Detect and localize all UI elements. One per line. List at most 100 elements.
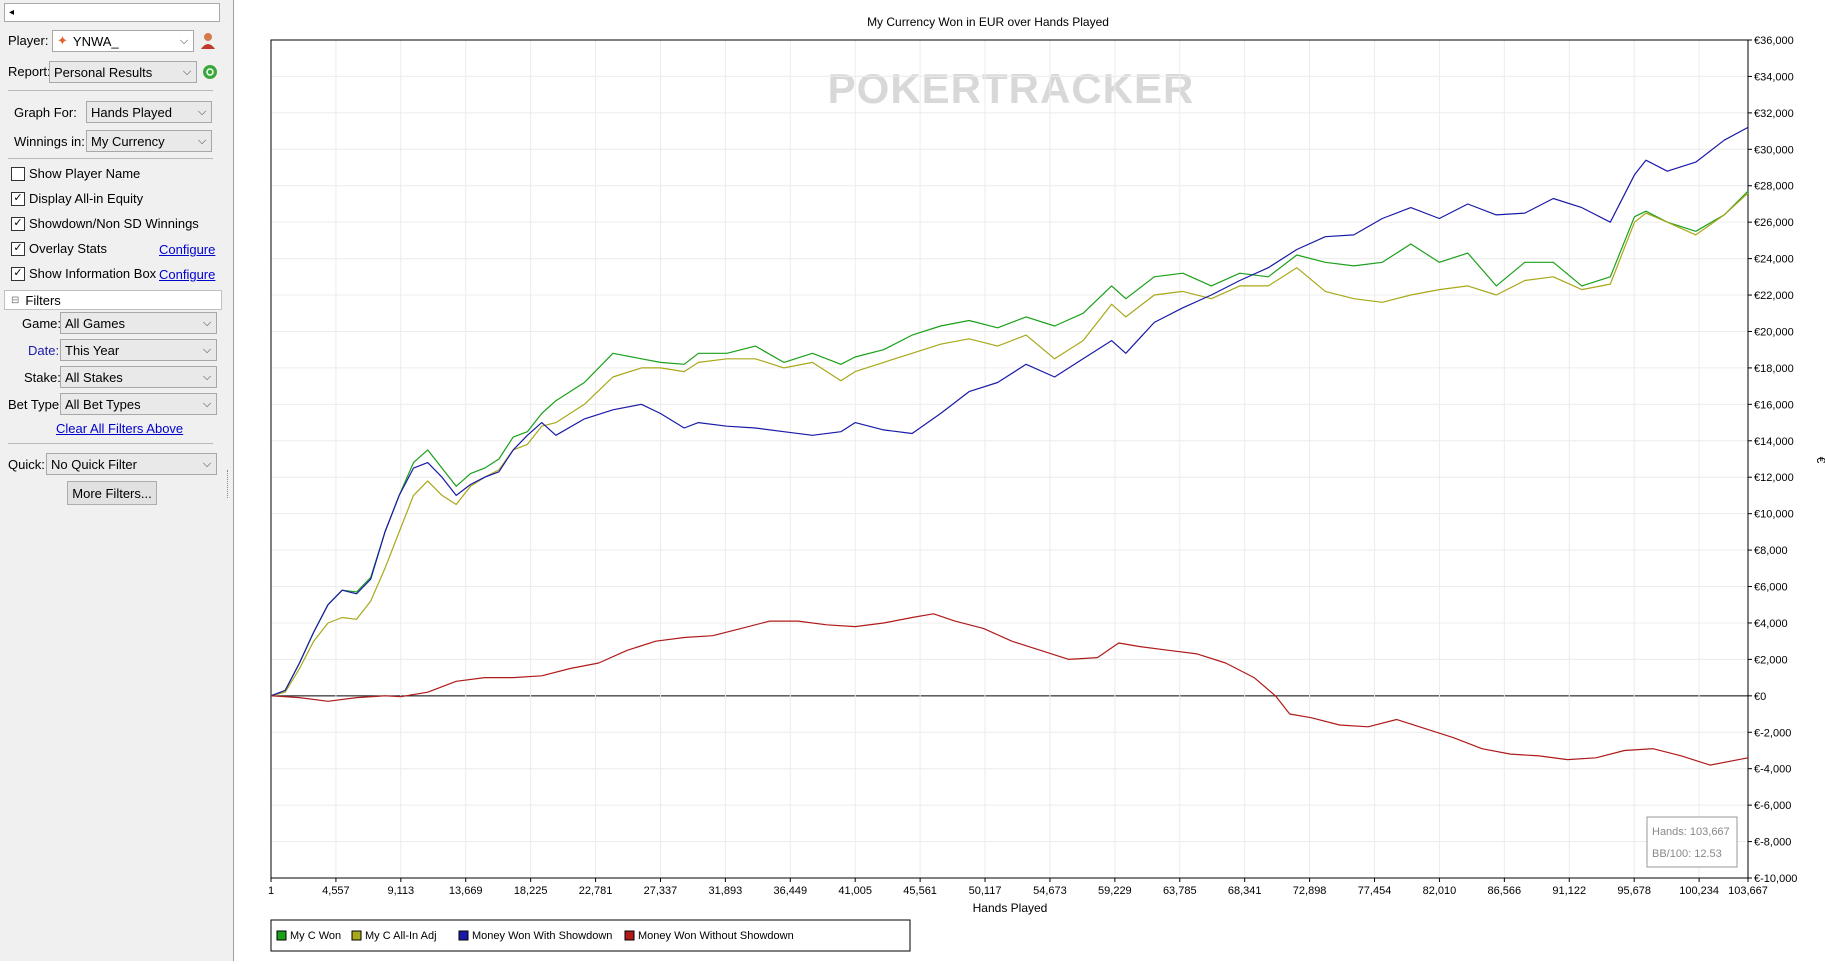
collapse-icon[interactable]: ⊟ xyxy=(11,294,20,306)
y-tick-label: €32,000 xyxy=(1754,108,1794,120)
clear-filters-link[interactable]: Clear All Filters Above xyxy=(56,421,184,436)
divider xyxy=(8,158,213,159)
legend-label: Money Won With Showdown xyxy=(472,930,612,942)
legend-frame xyxy=(270,919,911,952)
y-tick-label: €-2,000 xyxy=(1754,727,1791,739)
y-tick-label: €18,000 xyxy=(1754,363,1794,375)
chart-area: My Currency Won in EUR over Hands Played… xyxy=(234,0,1825,961)
y-tick-label: €14,000 xyxy=(1754,436,1794,448)
legend-swatch xyxy=(624,930,635,941)
player-avatar-icon[interactable] xyxy=(200,32,216,50)
player-site-icon: ✦ xyxy=(57,33,68,48)
checkmark-icon[interactable]: ✓ xyxy=(11,241,25,256)
show-info-box-checkbox[interactable]: ✓ Show Information Box xyxy=(11,266,156,281)
checkbox-label: Display All-in Equity xyxy=(29,191,144,206)
chevron-down-icon: ⌵ xyxy=(179,34,189,47)
winnings-in-select[interactable]: My Currency ⌵ xyxy=(86,130,212,152)
y-tick-label: €28,000 xyxy=(1754,181,1794,193)
x-tick-label: 45,561 xyxy=(903,885,937,897)
x-tick-label: 77,454 xyxy=(1358,885,1392,897)
y-tick-label: €6,000 xyxy=(1754,582,1788,594)
series-layer xyxy=(270,126,1749,766)
filters-title: Filters xyxy=(25,292,61,308)
game-value: All Games xyxy=(65,315,125,331)
show-player-name-checkbox[interactable]: Show Player Name xyxy=(11,166,140,181)
report-select[interactable]: Personal Results ⌵ xyxy=(49,61,197,83)
x-tick-label: 63,785 xyxy=(1163,885,1197,897)
collapse-arrow-icon[interactable]: ◂ xyxy=(9,7,15,18)
filters-header[interactable]: ⊟ Filters xyxy=(4,290,222,310)
panel-splitter[interactable] xyxy=(225,0,234,961)
y-tick-label: €22,000 xyxy=(1754,290,1794,302)
top-collapse-field[interactable]: ◂ xyxy=(4,3,220,22)
report-label: Report: xyxy=(8,64,51,79)
x-tick-label: 68,341 xyxy=(1228,885,1262,897)
game-select[interactable]: All Games ⌵ xyxy=(60,312,217,334)
y-tick-label: €-6,000 xyxy=(1754,800,1791,812)
y-tick-label: €2,000 xyxy=(1754,654,1788,666)
y-tick-label: €36,000 xyxy=(1754,35,1794,47)
winnings-chart: My Currency Won in EUR over Hands Played… xyxy=(268,15,1825,952)
x-tick-label: 18,225 xyxy=(514,885,548,897)
chevron-down-icon: ⌵ xyxy=(182,65,192,78)
y-tick-label: €-10,000 xyxy=(1754,873,1797,885)
showdown-winnings-checkbox[interactable]: ✓ Showdown/Non SD Winnings xyxy=(11,216,199,231)
sidebar: ◂ Player: ✦ YNWA_ ⌵ Report: Personal Res… xyxy=(0,0,226,961)
bet-type-select[interactable]: All Bet Types ⌵ xyxy=(60,393,217,415)
checkmark-icon[interactable]: ✓ xyxy=(11,266,25,281)
info-box-bb100: BB/100: 12.53 xyxy=(1652,848,1722,860)
splitter-grip-icon[interactable] xyxy=(227,470,231,498)
chevron-down-icon: ⌵ xyxy=(202,316,212,329)
x-tick-label: 41,005 xyxy=(838,885,872,897)
y-tick-label: €12,000 xyxy=(1754,472,1794,484)
date-label: Date: xyxy=(28,343,60,358)
x-tick-label: 95,678 xyxy=(1617,885,1651,897)
y-axis-label: € xyxy=(1814,457,1825,464)
y-tick-label: €24,000 xyxy=(1754,254,1794,266)
legend-label: Money Won Without Showdown xyxy=(638,930,794,942)
divider xyxy=(8,90,213,91)
series-line-3 xyxy=(270,613,1749,766)
report-help-icon[interactable] xyxy=(203,65,217,79)
pokertracker-watermark-logo: POKERTRACKER xyxy=(828,65,1195,112)
display-allin-equity-checkbox[interactable]: ✓ Display All-in Equity xyxy=(11,191,143,206)
chevron-down-icon: ⌵ xyxy=(202,397,212,410)
y-tick-label: €8,000 xyxy=(1754,545,1788,557)
game-label: Game: xyxy=(22,316,62,331)
series-line-1 xyxy=(270,192,1749,697)
bet-type-label: Bet Type: xyxy=(8,397,63,412)
checkbox-label: Show Player Name xyxy=(29,166,141,181)
player-select-value: YNWA_ xyxy=(72,33,119,49)
chevron-down-icon: ⌵ xyxy=(202,370,212,383)
x-tick-label: 50,117 xyxy=(969,885,1002,897)
player-label: Player: xyxy=(8,33,49,48)
configure-overlay-link[interactable]: Configure xyxy=(159,242,216,257)
date-select[interactable]: This Year ⌵ xyxy=(60,339,217,361)
configure-info-box-link[interactable]: Configure xyxy=(159,267,216,282)
stake-value: All Stakes xyxy=(65,369,123,385)
y-tick-label: €34,000 xyxy=(1754,71,1794,83)
x-tick-label: 86,566 xyxy=(1488,885,1522,897)
checkbox-box[interactable] xyxy=(11,166,25,181)
checkmark-icon[interactable]: ✓ xyxy=(11,191,25,206)
winnings-in-value: My Currency xyxy=(91,133,165,149)
stake-label: Stake: xyxy=(24,370,61,385)
legend-label: My C Won xyxy=(290,930,341,942)
bet-type-value: All Bet Types xyxy=(65,396,141,412)
legend-swatch xyxy=(276,930,287,941)
player-select[interactable]: ✦ YNWA_ ⌵ xyxy=(52,30,194,52)
date-value: This Year xyxy=(65,342,120,358)
chart-legend: My C Won My C All-In Adj Money Won With Sh… xyxy=(270,919,911,952)
checkmark-icon[interactable]: ✓ xyxy=(11,216,25,231)
quick-filter-select[interactable]: No Quick Filter ⌵ xyxy=(46,453,217,475)
more-filters-button[interactable]: More Filters... xyxy=(67,481,157,505)
x-tick-label: 31,893 xyxy=(709,885,743,897)
x-tick-label: 54,673 xyxy=(1033,885,1067,897)
graph-for-select[interactable]: Hands Played ⌵ xyxy=(86,101,212,123)
y-tick-label: €30,000 xyxy=(1754,144,1794,156)
stake-select[interactable]: All Stakes ⌵ xyxy=(60,366,217,388)
x-tick-label: 13,669 xyxy=(449,885,483,897)
overlay-stats-checkbox[interactable]: ✓ Overlay Stats xyxy=(11,241,107,256)
x-tick-label: 103,667 xyxy=(1728,885,1768,897)
y-tick-label: €10,000 xyxy=(1754,509,1794,521)
